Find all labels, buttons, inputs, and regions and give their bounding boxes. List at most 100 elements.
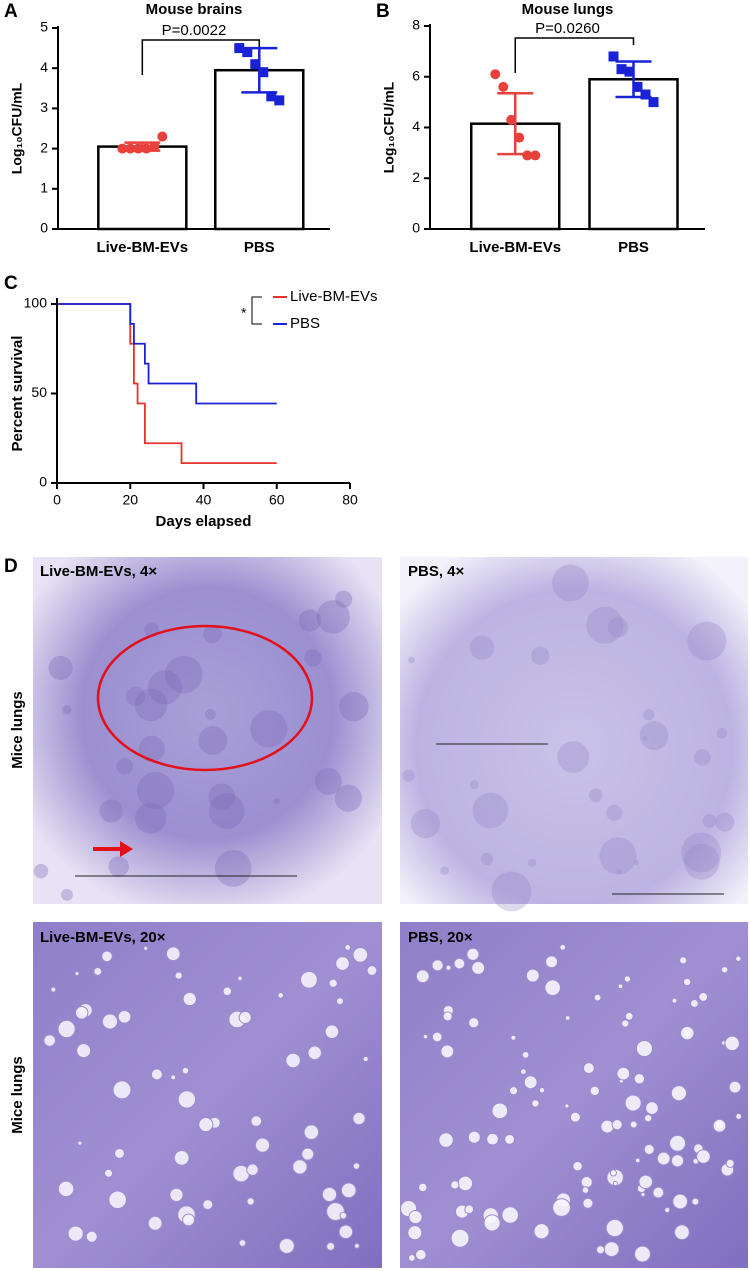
- tissue-detail: [664, 1206, 671, 1214]
- y-tick-label: 100: [24, 295, 48, 311]
- tissue-detail: [238, 1239, 247, 1247]
- tissue-detail: [298, 609, 322, 632]
- data-point: [258, 67, 269, 78]
- tissue-detail: [609, 1169, 617, 1177]
- tissue-detail: [480, 852, 494, 866]
- tissue-detail: [203, 624, 222, 644]
- tissue-detail: [316, 600, 350, 634]
- tissue-detail: [671, 997, 678, 1004]
- tissue-detail: [431, 1031, 443, 1043]
- tissue-detail: [76, 1043, 92, 1059]
- tissue-detail: [724, 1035, 740, 1052]
- data-point: [522, 150, 533, 161]
- tissue-detail: [125, 686, 146, 707]
- tissue-detail: [165, 946, 181, 962]
- tissue-detail: [552, 1198, 571, 1217]
- y-tick-label: 50: [31, 384, 47, 400]
- tissue-detail: [33, 863, 49, 879]
- tissue-detail: [328, 978, 338, 988]
- tissue-detail: [735, 955, 742, 962]
- tissue-detail: [344, 943, 352, 951]
- tissue-detail: [712, 1118, 727, 1133]
- bar: [214, 68, 305, 231]
- tissue-detail: [670, 1154, 685, 1168]
- tissue-detail: [645, 1101, 659, 1115]
- tissue-detail: [538, 1086, 546, 1094]
- tissue-detail: [407, 1225, 423, 1241]
- tissue-detail: [117, 1009, 132, 1024]
- tissue-detail: [222, 986, 233, 997]
- tissue-detail: [237, 975, 243, 982]
- tissue-detail: [623, 975, 632, 983]
- tissue-detail: [725, 1158, 735, 1168]
- tissue-detail: [557, 741, 590, 773]
- tissue-detail: [679, 956, 688, 965]
- tissue-detail: [468, 1017, 480, 1029]
- tissue-detail: [354, 1242, 360, 1249]
- tissue-detail: [581, 1186, 590, 1194]
- micrograph: [400, 922, 748, 1268]
- tissue-detail: [300, 970, 318, 989]
- data-point: [274, 95, 285, 106]
- tissue-detail: [292, 1159, 308, 1175]
- chart-title: Mouse brains: [146, 1, 243, 18]
- tissue-detail: [720, 965, 729, 974]
- tissue-detail: [639, 721, 669, 751]
- tissue-detail: [588, 788, 603, 803]
- p-value: P=0.0260: [535, 20, 600, 37]
- tissue-detail: [629, 1120, 638, 1129]
- data-point: [640, 89, 651, 100]
- y-tick-label: 0: [412, 220, 420, 236]
- significance-bracket: [141, 39, 261, 75]
- tissue-detail: [338, 1224, 354, 1240]
- tissue-detail: [728, 1080, 742, 1094]
- x-tick-label: Live-BM-EVs: [469, 239, 561, 256]
- x-tick-label: Live-BM-EVs: [96, 239, 188, 256]
- image-label: PBS, 4×: [408, 563, 465, 580]
- panel-letter: D: [4, 556, 18, 577]
- tissue-detail: [208, 783, 236, 811]
- tissue-detail: [638, 1174, 653, 1190]
- tissue-detail: [582, 1062, 595, 1075]
- tissue-detail: [694, 749, 711, 766]
- tissue-detail: [690, 998, 699, 1008]
- tissue-detail: [246, 1163, 259, 1176]
- tissue-detail: [431, 959, 444, 972]
- tissue-detail: [564, 1103, 570, 1109]
- y-tick-label: 5: [40, 19, 48, 35]
- tissue-detail: [445, 964, 452, 971]
- tissue-detail: [644, 1113, 653, 1123]
- tissue-detail: [652, 1186, 665, 1199]
- p-value: P=0.0022: [162, 22, 227, 39]
- y-tick-label: 2: [412, 169, 420, 185]
- tissue-detail: [680, 1025, 695, 1041]
- tissue-detail: [50, 986, 57, 993]
- panel-letter: C: [4, 273, 18, 294]
- tissue-detail: [469, 635, 495, 660]
- tissue-detail: [339, 691, 369, 722]
- significance-mark: *: [241, 305, 247, 321]
- y-tick-label: 0: [40, 220, 48, 236]
- data-point: [648, 97, 659, 108]
- tissue-detail: [314, 768, 342, 795]
- tissue-detail: [334, 784, 363, 812]
- tissue-detail: [408, 656, 415, 664]
- tissue-detail: [402, 769, 415, 782]
- legend-label: Live-BM-EVs: [290, 288, 378, 305]
- tissue-detail: [634, 1157, 641, 1164]
- bar: [97, 145, 188, 231]
- data-point: [141, 143, 152, 154]
- tissue-detail: [410, 808, 440, 839]
- tissue-detail: [301, 1147, 315, 1161]
- data-point: [490, 69, 501, 80]
- tissue-detail: [352, 1162, 361, 1170]
- tissue-detail: [143, 945, 149, 951]
- tissue-detail: [246, 1197, 255, 1206]
- tissue-detail: [440, 1044, 455, 1059]
- tissue-detail: [335, 590, 353, 608]
- data-point: [266, 91, 277, 102]
- tissue-detail: [250, 710, 288, 748]
- tissue-detail: [415, 1248, 427, 1261]
- panel-letter: A: [4, 1, 18, 22]
- significance-bracket: [514, 37, 635, 73]
